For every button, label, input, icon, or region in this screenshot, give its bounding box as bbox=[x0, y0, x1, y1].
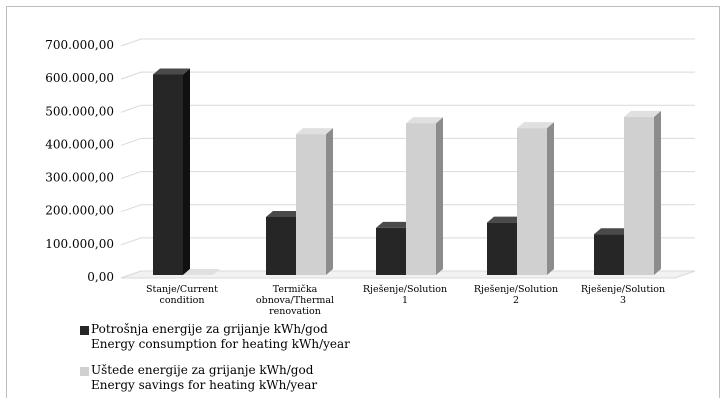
chart-frame bbox=[6, 6, 720, 398]
gridline-side bbox=[120, 237, 142, 246]
legend-item-consumption: Potrošnja energije za grijanje kWh/god E… bbox=[80, 322, 350, 352]
x-tick-label: Stanje/Current bbox=[146, 284, 218, 295]
x-tick-label: Rješenje/Solution bbox=[363, 284, 447, 295]
x-tick-label: 1 bbox=[402, 295, 408, 306]
x-tick-label: condition bbox=[160, 295, 205, 306]
legend-item-savings: Uštede energije za grijanje kWh/god Ener… bbox=[80, 363, 317, 393]
x-tick-label: renovation bbox=[269, 306, 321, 317]
gridline-side bbox=[120, 71, 142, 80]
bar-side-1-1 bbox=[326, 128, 333, 275]
legend-swatch-savings bbox=[80, 367, 89, 376]
legend-label-consumption-line1: Potrošnja energije za grijanje kWh/god bbox=[91, 322, 328, 336]
y-tick-label: 200.000,00 bbox=[45, 204, 114, 218]
y-tick-label: 600.000,00 bbox=[45, 71, 114, 85]
bar-top-0-1 bbox=[266, 211, 303, 217]
gridline-side bbox=[120, 204, 142, 213]
legend-label-consumption-line2: Energy consumption for heating kWh/year bbox=[91, 337, 350, 351]
bar-side-0-0 bbox=[183, 68, 190, 275]
bar-top-0-0 bbox=[153, 68, 190, 75]
x-tick-label: Termička bbox=[273, 284, 318, 295]
bar-top-0-4 bbox=[594, 228, 631, 235]
gridline-side bbox=[120, 171, 142, 180]
bar-top-1-1 bbox=[296, 128, 333, 135]
legend-swatch-consumption bbox=[80, 326, 89, 335]
bar-top-1-0 bbox=[183, 269, 220, 275]
y-tick-label: 0,00 bbox=[87, 270, 114, 284]
bar-1-2 bbox=[406, 123, 436, 275]
legend-label-savings-line2: Energy savings for heating kWh/year bbox=[91, 378, 318, 392]
x-tick-label: 2 bbox=[513, 295, 519, 306]
bar-side-1-2 bbox=[436, 117, 443, 275]
bar-top-1-4 bbox=[624, 110, 661, 117]
bar-0-1 bbox=[266, 217, 296, 275]
bar-top-0-3 bbox=[487, 216, 524, 223]
bar-1-1 bbox=[296, 134, 326, 275]
gridline-side bbox=[120, 137, 142, 146]
x-tick-label: Rješenje/Solution bbox=[474, 284, 558, 295]
legend-label-savings-line1: Uštede energije za grijanje kWh/god bbox=[91, 363, 314, 377]
y-tick-label: 300.000,00 bbox=[45, 171, 114, 185]
bar-side-1-4 bbox=[654, 110, 661, 275]
bar-top-1-2 bbox=[406, 117, 443, 124]
bar-0-2 bbox=[376, 227, 406, 275]
bar-top-1-3 bbox=[517, 122, 554, 129]
gridline-side bbox=[120, 38, 142, 47]
x-tick-label: Rješenje/Solution bbox=[581, 284, 665, 295]
y-tick-label: 100.000,00 bbox=[45, 237, 114, 251]
bar-0-0 bbox=[153, 74, 183, 275]
gridline-side bbox=[120, 104, 142, 113]
bar-top-0-2 bbox=[376, 221, 413, 228]
y-tick-label: 400.000,00 bbox=[45, 137, 114, 151]
bar-side-1-3 bbox=[547, 122, 554, 275]
y-tick-label: 500.000,00 bbox=[45, 104, 114, 118]
x-tick-label: obnova/Thermal bbox=[256, 295, 334, 306]
bar-1-4 bbox=[624, 116, 654, 275]
bar-1-3 bbox=[517, 128, 547, 275]
bar-0-4 bbox=[594, 234, 624, 275]
bar-0-3 bbox=[487, 222, 517, 275]
x-tick-label: 3 bbox=[620, 295, 626, 306]
y-tick-label: 700.000,00 bbox=[45, 38, 114, 52]
